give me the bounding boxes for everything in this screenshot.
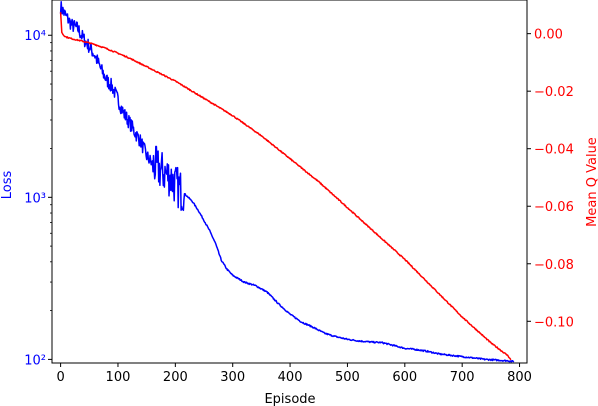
mean-q-line-path	[59, 12, 512, 361]
left-tick-label: 10²	[24, 353, 46, 368]
right-tick-label: 0.00	[534, 28, 563, 43]
mean-q-series	[59, 12, 512, 361]
x-tick-label: 700	[450, 370, 475, 385]
left-axis-ticks: 10² 10³ 10⁴	[24, 29, 52, 368]
right-tick-label: −0.08	[534, 258, 574, 273]
x-axis-ticks: 0 100 200 300 400 500 600 700 800	[56, 363, 532, 385]
right-tick-label: −0.02	[534, 85, 574, 100]
x-tick-label: 300	[220, 370, 245, 385]
right-axis-ticks: 0.00 −0.02 −0.04 −0.06 −0.08 −0.10	[527, 28, 574, 330]
x-tick-label: 800	[507, 370, 532, 385]
x-tick-label: 400	[278, 370, 303, 385]
loss-series	[59, 1, 515, 363]
loss-line-path	[59, 1, 515, 363]
x-tick-label: 500	[335, 370, 360, 385]
x-tick-label: 100	[106, 370, 131, 385]
plot-frame	[51, 0, 528, 364]
x-tick-label: 200	[163, 370, 188, 385]
x-tick-label: 600	[392, 370, 417, 385]
right-tick-label: −0.06	[534, 200, 574, 215]
x-axis-label: Episode	[264, 392, 315, 406]
right-tick-label: −0.04	[534, 143, 574, 158]
left-tick-label: 10³	[24, 191, 46, 206]
right-axis-label: Mean Q Value	[585, 137, 598, 227]
x-tick-label: 0	[56, 370, 64, 385]
plot-area	[52, 0, 527, 363]
left-tick-label: 10⁴	[24, 29, 46, 44]
left-axis-label: Loss	[0, 171, 15, 200]
right-tick-label: −0.10	[534, 315, 574, 330]
